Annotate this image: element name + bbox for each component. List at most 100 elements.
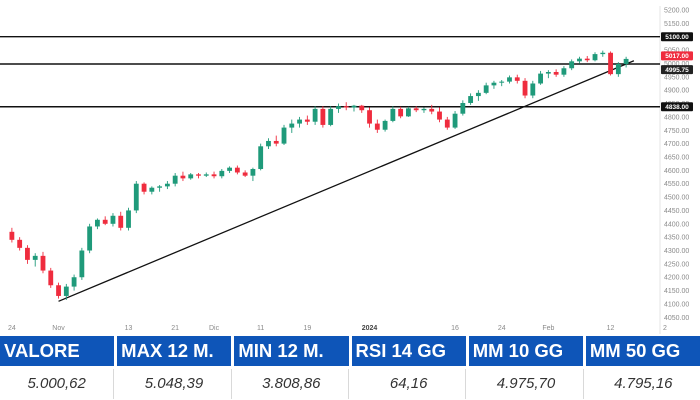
y-tick-label: 4250.00 [664,261,689,268]
y-tick-label: 4750.00 [664,128,689,135]
candle-body [203,174,209,176]
candle-body [406,108,411,117]
candle-body [615,63,621,75]
candle-body [258,146,264,170]
candle-body [623,58,629,64]
y-tick-label: 4800.00 [664,114,689,121]
y-tick-label: 4200.00 [664,275,689,282]
candle-body [584,58,590,61]
y-tick-label: 4400.00 [664,221,689,228]
candle-body [157,186,163,188]
candle-body [312,108,318,122]
value-rsi-14gg: 64,16 [352,369,467,399]
y-tick-label: 4450.00 [664,208,689,215]
candle-body [374,123,380,130]
candle-body [126,210,131,228]
y-tick-label: 4150.00 [664,288,689,295]
header-mm-10gg: MM 10 GG [468,336,583,366]
x-tick-label: 19 [303,325,311,332]
candle-body [234,167,240,173]
y-tick-label: 5050.00 [664,48,689,55]
candle-body [289,123,295,128]
candle-body [227,167,232,171]
candle-body [320,108,326,125]
candle-body [273,140,279,144]
y-tick-label: 5150.00 [664,21,689,28]
candle-body [250,169,256,176]
x-tick-label: 21 [171,325,179,332]
level-tag-label: 5100.00 [665,34,689,41]
candle-body [460,103,466,114]
candle-body [444,119,450,128]
x-tick-label: 13 [125,325,133,332]
candle-body [507,77,512,82]
stats-table: VALORE MAX 12 M. MIN 12 M. RSI 14 GG MM … [0,336,700,400]
candle-body [351,105,357,108]
y-tick-label: 4050.00 [664,315,689,322]
x-tick-label: Feb [542,325,554,332]
price-tag-bg [661,65,693,75]
header-mm-50gg: MM 50 GG [585,336,700,366]
header-min-12m: MIN 12 M. [234,336,349,366]
value-valore: 5.000,62 [0,369,115,399]
y-tick-label: 4900.00 [664,88,689,95]
y-tick-label: 4350.00 [664,235,689,242]
candle-body [71,277,77,287]
candle-body [398,108,404,117]
x-tick-label: 11 [257,325,264,332]
header-max-12m: MAX 12 M. [117,336,232,366]
candle-body [79,250,85,278]
candle-body [390,108,396,121]
candle-body [172,175,178,184]
candle-body [452,113,458,128]
stats-value-row: 5.000,62 5.048,39 3.808,86 64,16 4.975,7… [0,366,700,399]
y-tick-label: 4950.00 [664,74,689,81]
header-valore: VALORE [0,336,115,366]
x-tick-label: 2024 [362,325,378,332]
x-tick-label: 2 [663,325,667,332]
candle-body [577,58,582,62]
y-tick-label: 4550.00 [664,181,689,188]
candle-body [297,119,302,124]
candle-body [110,215,116,224]
y-tick-label: 4100.00 [664,301,689,308]
candle-body [48,270,54,286]
trendline [58,60,635,302]
candle-body [149,187,155,192]
x-tick-label: 16 [451,325,459,332]
value-mm-10gg: 4.975,70 [469,369,584,399]
candle-body [382,120,388,130]
candle-body [437,111,442,120]
x-tick-label: 24 [8,325,16,332]
candle-body [304,119,310,122]
value-mm-50gg: 4.795,16 [614,375,673,392]
candle-body [538,73,543,84]
price-tag-label: 4995.75 [665,67,689,74]
candle-body [133,183,139,211]
candle-body [180,175,186,179]
candle-body [56,285,61,296]
candle-body [25,247,30,260]
candle-body [281,127,287,144]
x-tick-label: Dic [209,325,220,332]
level-tag-label: 4838.00 [665,104,689,111]
candle-body [95,219,100,227]
candle-body [328,108,334,125]
candle-body [17,239,23,248]
y-tick-label: 4300.00 [664,248,689,255]
candle-body [561,68,567,75]
candle-body [468,96,474,104]
candle-body [522,80,528,96]
candle-body [141,183,147,192]
candle-body [553,72,559,75]
candle-body [359,105,365,111]
candle-body [483,85,489,93]
candle-body [569,61,575,69]
candle-body [429,108,435,112]
candle-body [608,52,613,75]
candle-body [514,77,520,81]
candle-body [164,183,170,187]
candle-body [102,219,108,224]
candle-body [530,83,536,96]
level-tag-bg [661,102,693,112]
